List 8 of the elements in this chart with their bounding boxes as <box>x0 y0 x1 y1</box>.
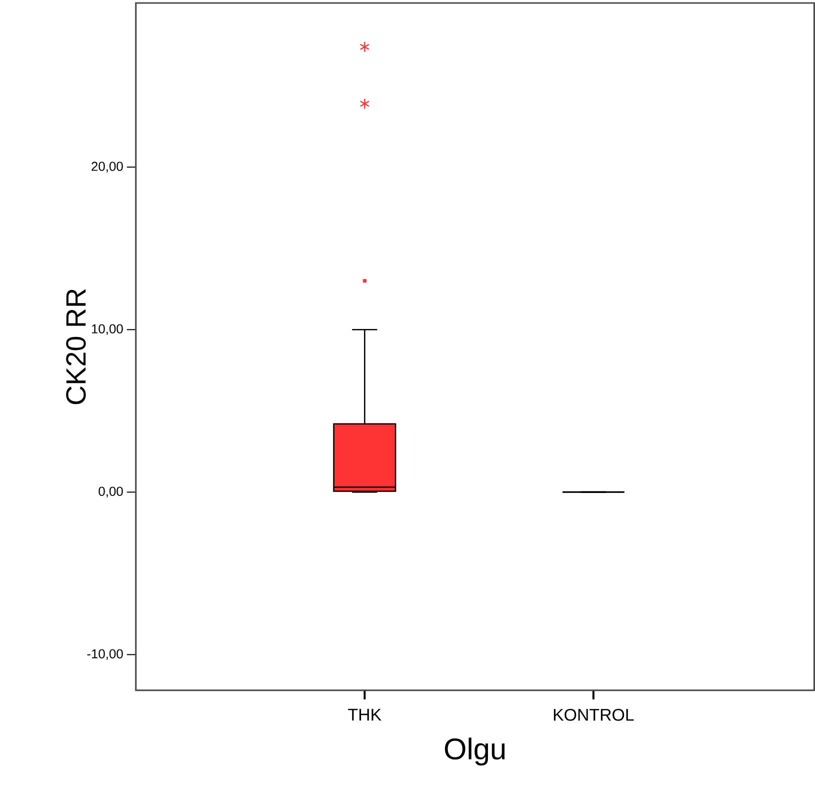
y-tick-label: -10,00 <box>87 649 123 660</box>
x-tick-label: THK <box>348 708 382 720</box>
y-tick-label: 20,00 <box>92 162 123 172</box>
x-tick-label: KONTROL <box>554 708 634 721</box>
x-axis-title: Olgu <box>444 738 505 766</box>
y-tick-label: 0,00 <box>98 486 123 498</box>
y-tick-label: 10,00 <box>92 324 123 335</box>
y-axis-title: CK20 RR <box>66 289 86 404</box>
